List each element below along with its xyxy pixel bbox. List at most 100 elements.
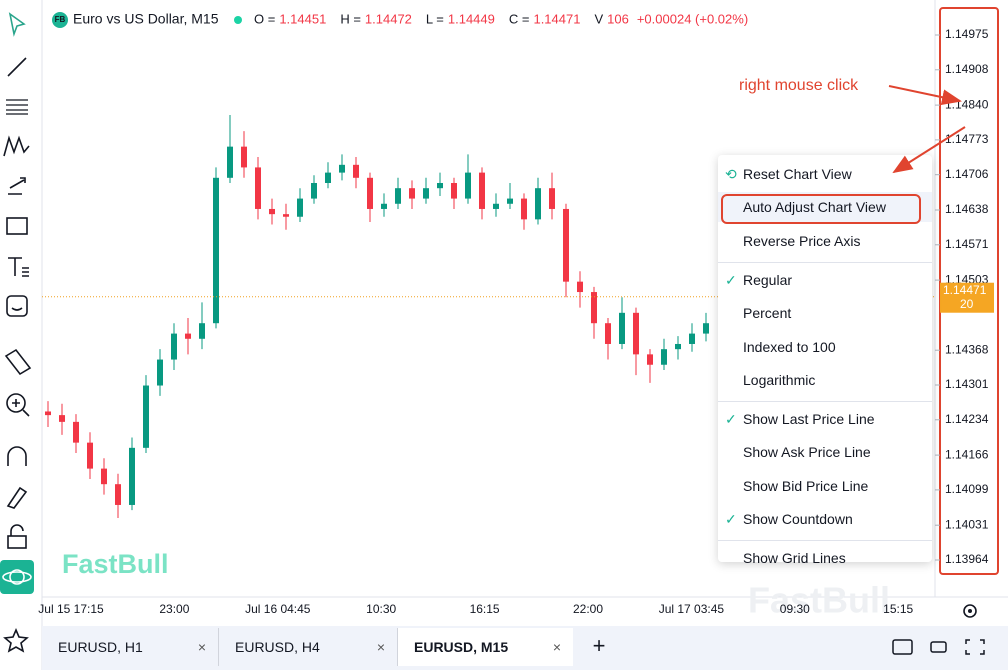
- candle-body: [199, 323, 205, 339]
- lock-tool[interactable]: [7, 535, 27, 549]
- layout-icon[interactable]: [892, 639, 913, 655]
- candle-body: [493, 203, 499, 209]
- settings-icon[interactable]: [963, 604, 977, 618]
- candle-body: [227, 146, 233, 178]
- price-tick-label: 1.14099: [945, 482, 989, 496]
- favorites-tool[interactable]: [3, 627, 29, 653]
- candle-body: [549, 188, 555, 209]
- change: +0.00024 (+0.02%): [637, 11, 748, 26]
- last-price-label: 1.14471: [943, 283, 987, 297]
- menu-item[interactable]: Show Countdown ✓: [718, 504, 932, 534]
- volume-value: 106: [607, 11, 629, 26]
- text-tool[interactable]: [8, 257, 29, 277]
- candle-body: [143, 385, 149, 448]
- candles: [45, 114, 709, 518]
- candle-body: [423, 188, 429, 199]
- countdown: 20: [960, 297, 974, 311]
- menu-item[interactable]: Show Bid Price Line: [718, 471, 932, 501]
- menu-item[interactable]: Show Grid Lines: [718, 543, 932, 573]
- tab[interactable]: EURUSD, H4 ×: [219, 628, 398, 666]
- time-tick-label: 10:30: [366, 602, 396, 616]
- menu-item[interactable]: Show Last Price Line ✓: [718, 404, 932, 434]
- candle-body: [87, 442, 93, 469]
- candle-body: [437, 182, 443, 189]
- ohlc-label: O =: [254, 11, 275, 26]
- last-price-badge: [940, 282, 994, 313]
- candle-body: [283, 214, 289, 217]
- toolbar[interactable]: [0, 12, 34, 653]
- menu-item[interactable]: Reset Chart View ⟲: [718, 159, 932, 189]
- fib-tool[interactable]: [6, 99, 28, 115]
- price-tick-label: 1.14773: [945, 132, 989, 146]
- candle-body: [115, 484, 121, 505]
- magnet-tool[interactable]: [7, 446, 27, 466]
- candle-body: [59, 415, 65, 422]
- volume-label: V: [594, 11, 603, 26]
- menu-item[interactable]: Reverse Price Axis: [718, 226, 932, 256]
- candle-body: [171, 333, 177, 360]
- tab-close: ×: [376, 639, 385, 655]
- menu-item[interactable]: Logarithmic: [718, 365, 932, 395]
- brush-tool[interactable]: [6, 486, 28, 509]
- cursor-tool[interactable]: [8, 12, 26, 37]
- candle-body: [73, 421, 79, 443]
- price-tick-label: 1.14638: [945, 202, 989, 216]
- candle-body: [255, 167, 261, 209]
- watermark-faint: FastBull: [748, 580, 890, 621]
- candle-body: [157, 359, 163, 386]
- candle-body: [479, 172, 485, 209]
- menu-item-label: Reset Chart View: [743, 166, 852, 182]
- zoom-tool[interactable]: [6, 393, 26, 413]
- tab[interactable]: EURUSD, H1 ×: [42, 628, 219, 666]
- add-tab[interactable]: +: [593, 633, 606, 658]
- emoji-tool[interactable]: [6, 295, 28, 317]
- candle-body: [535, 188, 541, 220]
- ohlc-label: L =: [426, 11, 444, 26]
- tab-close: ×: [197, 639, 206, 655]
- candle-body: [647, 354, 653, 365]
- menu-item[interactable]: Auto Adjust Chart View: [718, 192, 932, 223]
- price-tick-label: 1.14975: [945, 27, 989, 41]
- ohlc-label: C =: [509, 11, 530, 26]
- ohlc-value: 1.14472: [365, 11, 412, 26]
- line-tool[interactable]: [7, 57, 27, 77]
- candle-body: [45, 411, 51, 416]
- menu-item[interactable]: Regular ✓: [718, 265, 932, 295]
- tab-label: EURUSD, H4: [235, 639, 320, 655]
- time-tick-label: 15:15: [883, 602, 913, 616]
- tab-label: EURUSD, M15: [414, 639, 509, 655]
- menu-item[interactable]: Show Ask Price Line: [718, 437, 932, 467]
- menu-separator: [718, 401, 932, 403]
- hide-tool[interactable]: [2, 571, 32, 583]
- window-icon[interactable]: [930, 641, 947, 653]
- fullscreen-icon[interactable]: [965, 639, 985, 655]
- shape-tool[interactable]: [6, 217, 28, 235]
- badge: FB: [55, 15, 66, 24]
- tab-close: ×: [552, 639, 561, 655]
- tab[interactable]: EURUSD, M15 ×: [398, 628, 573, 666]
- lock-shackle: [10, 524, 24, 536]
- projection-tool[interactable]: [8, 177, 26, 195]
- context-menu: Reset Chart View ⟲ Auto Adjust Chart View R…: [718, 155, 932, 566]
- ruler-tool[interactable]: [4, 348, 32, 376]
- ohlc-label: H =: [340, 11, 361, 26]
- candle-body: [101, 468, 107, 485]
- menu-item-label: Show Countdown: [743, 511, 853, 527]
- pattern-tool[interactable]: [3, 135, 30, 157]
- time-tick-label: 22:00: [573, 602, 603, 616]
- menu-item[interactable]: Indexed to 100: [718, 332, 932, 362]
- candle-body: [703, 323, 709, 334]
- menu-item-label: Show Grid Lines: [743, 550, 846, 567]
- menu-item-label: Show Last Price Line: [743, 411, 875, 428]
- price-tick-label: 1.14031: [945, 517, 989, 531]
- candle-body: [353, 164, 359, 178]
- price-tick-label: 1.14706: [945, 167, 989, 181]
- symbol: Euro vs US Dollar, M15: [73, 11, 219, 27]
- menu-item[interactable]: Percent: [718, 298, 932, 328]
- time-tick-label: 16:15: [470, 602, 500, 616]
- time-tick-label: Jul 16 04:45: [245, 602, 311, 616]
- hide-tool-core: [9, 569, 25, 585]
- candle-body: [339, 164, 345, 173]
- candle-body: [409, 188, 415, 199]
